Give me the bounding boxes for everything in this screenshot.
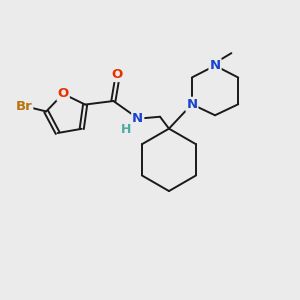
Text: N: N	[132, 112, 143, 125]
Text: O: O	[58, 87, 69, 100]
Text: H: H	[121, 123, 132, 136]
Text: N: N	[186, 98, 197, 111]
Text: O: O	[111, 68, 123, 81]
Text: Br: Br	[16, 100, 32, 112]
Text: N: N	[209, 59, 220, 72]
